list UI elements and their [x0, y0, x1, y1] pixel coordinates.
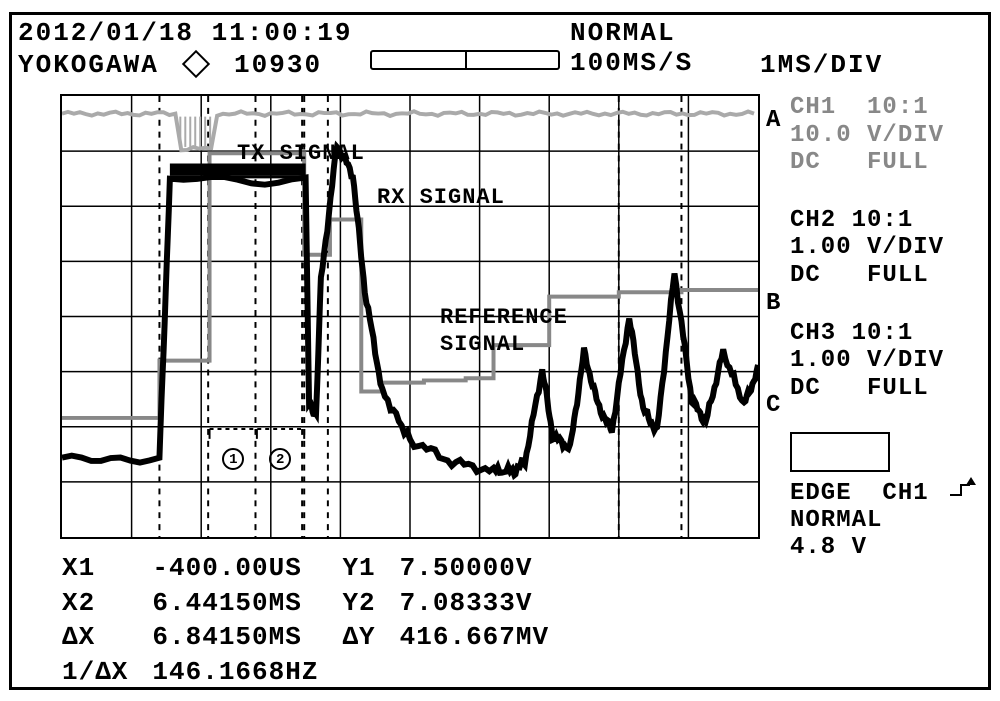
plot-area[interactable]: TX SIGNAL RX SIGNAL REFERENCE SIGNAL 1 2	[60, 94, 760, 539]
ch2-vpd: 1.00 V/DIV	[790, 234, 985, 262]
dy-label: ∆Y	[342, 621, 397, 654]
mode: NORMAL	[570, 18, 693, 48]
datetime: 2012/01/18 11:00:19	[18, 18, 352, 48]
x1-value: -400.00US	[152, 552, 340, 585]
y1-value: 7.50000V	[400, 552, 571, 585]
ch2-coup: DC	[790, 262, 821, 289]
tx-signal-label: TX SIGNAL	[237, 141, 365, 166]
ref-signal-label-2: SIGNAL	[440, 332, 525, 357]
trace-b-label: B	[766, 290, 781, 317]
trig-src: CH1	[882, 480, 928, 507]
x1-label: X1	[62, 552, 150, 585]
y2-value: 7.08333V	[400, 587, 571, 620]
ch3-block: CH3 10:1 1.00 V/DIV DC FULL	[790, 320, 985, 403]
edge-label: EDGE	[790, 480, 852, 507]
x2-label: X2	[62, 587, 150, 620]
trig-mode: NORMAL	[790, 507, 985, 534]
dy-value: 416.667MV	[400, 621, 571, 654]
cursor-readout: X1 -400.00US Y1 7.50000V X2 6.44150MS Y2…	[60, 550, 573, 690]
ch3-coup: DC	[790, 375, 821, 402]
marker-2: 2	[269, 448, 291, 470]
trigger-edge-row: EDGE CH1	[790, 480, 985, 507]
ch1-label: CH1	[790, 94, 836, 121]
ch3-label: CH3	[790, 320, 836, 347]
ch2-bw: FULL	[867, 262, 929, 289]
brand: YOKOGAWA	[18, 50, 159, 80]
ref-signal-label-1: REFERENCE	[440, 305, 568, 330]
acq-mode: NORMAL 100MS/S	[570, 18, 693, 78]
y2-label: Y2	[342, 587, 397, 620]
x2-value: 6.44150MS	[152, 587, 340, 620]
plot-svg	[62, 96, 758, 537]
trig-level: 4.8 V	[790, 534, 985, 561]
sample-rate: 100MS/S	[570, 48, 693, 78]
ch1-atten: 10:1	[867, 94, 929, 121]
ch3-bw: FULL	[867, 375, 929, 402]
overview-rect	[790, 432, 890, 472]
marker-1: 1	[222, 448, 244, 470]
ch2-block: CH2 10:1 1.00 V/DIV DC FULL	[790, 207, 985, 290]
memory-bar-icon	[370, 50, 560, 70]
fx-label: 1/∆X	[62, 656, 150, 689]
ch2-label: CH2	[790, 207, 836, 234]
sidebar: CH1 10:1 10.0 V/DIV DC FULL CH2 10:1 1.0…	[790, 94, 985, 561]
y1-label: Y1	[342, 552, 397, 585]
fx-value: 146.1668HZ	[152, 656, 340, 689]
ch1-coup: DC	[790, 149, 821, 176]
trace-c-label: C	[766, 392, 781, 419]
diamond-icon	[182, 50, 210, 78]
ch3-atten: 10:1	[852, 320, 914, 347]
timebase: 1MS/DIV	[760, 50, 883, 80]
dx-value: 6.84150MS	[152, 621, 340, 654]
ch2-atten: 10:1	[852, 207, 914, 234]
ch1-block: CH1 10:1 10.0 V/DIV DC FULL	[790, 94, 985, 177]
trace-a-label: A	[766, 107, 781, 134]
ch1-bw: FULL	[867, 149, 929, 176]
acq-count: 10930	[234, 50, 322, 80]
rising-edge-icon	[950, 481, 974, 499]
dx-label: ∆X	[62, 621, 150, 654]
ch3-vpd: 1.00 V/DIV	[790, 347, 985, 375]
rx-signal-label: RX SIGNAL	[377, 185, 505, 210]
ch1-vpd: 10.0 V/DIV	[790, 122, 985, 150]
